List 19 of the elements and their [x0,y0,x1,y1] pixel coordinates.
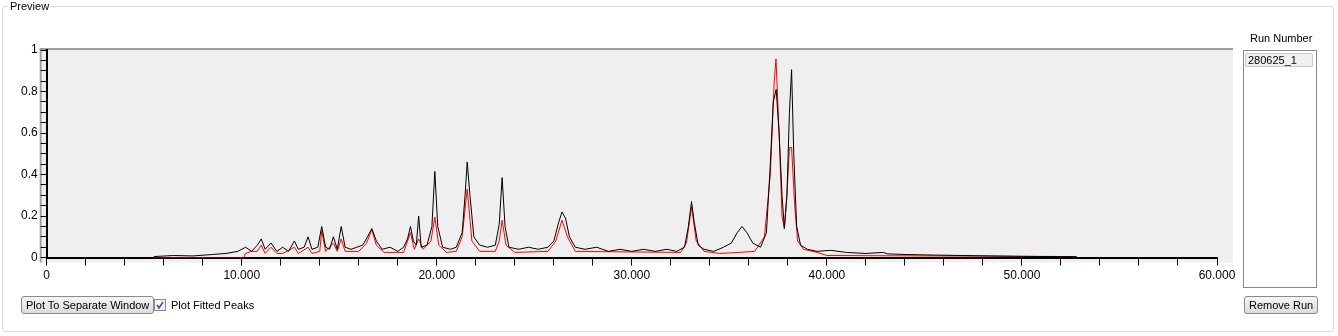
y-tick-label: 0 [30,249,38,264]
x-tick-label: 50.000 [1003,268,1041,283]
y-tick-label: 0.2 [20,208,38,223]
text: Preview [8,0,52,12]
y-tick-label: 0.4 [20,166,38,181]
text: Remove Run [1244,296,1319,314]
x-tick-label: 40.000 [808,268,846,283]
text: Plot Fitted Peaks [171,299,255,311]
text: 280625_1 [1245,53,1313,67]
y-tick-label: 0.6 [20,125,38,140]
x-tick-label: 20.000 [418,268,456,283]
x-tick-label: 10.000 [223,268,261,283]
x-tick-label: 30.000 [613,268,651,283]
text: Plot To Separate Window [21,296,155,314]
x-tick-label: 0 [43,268,51,283]
text: Run Number [1250,32,1313,44]
x-tick-label: 60.000 [1198,268,1236,283]
y-tick-label: 0.8 [20,83,38,98]
y-tick-label: 1 [30,42,38,57]
